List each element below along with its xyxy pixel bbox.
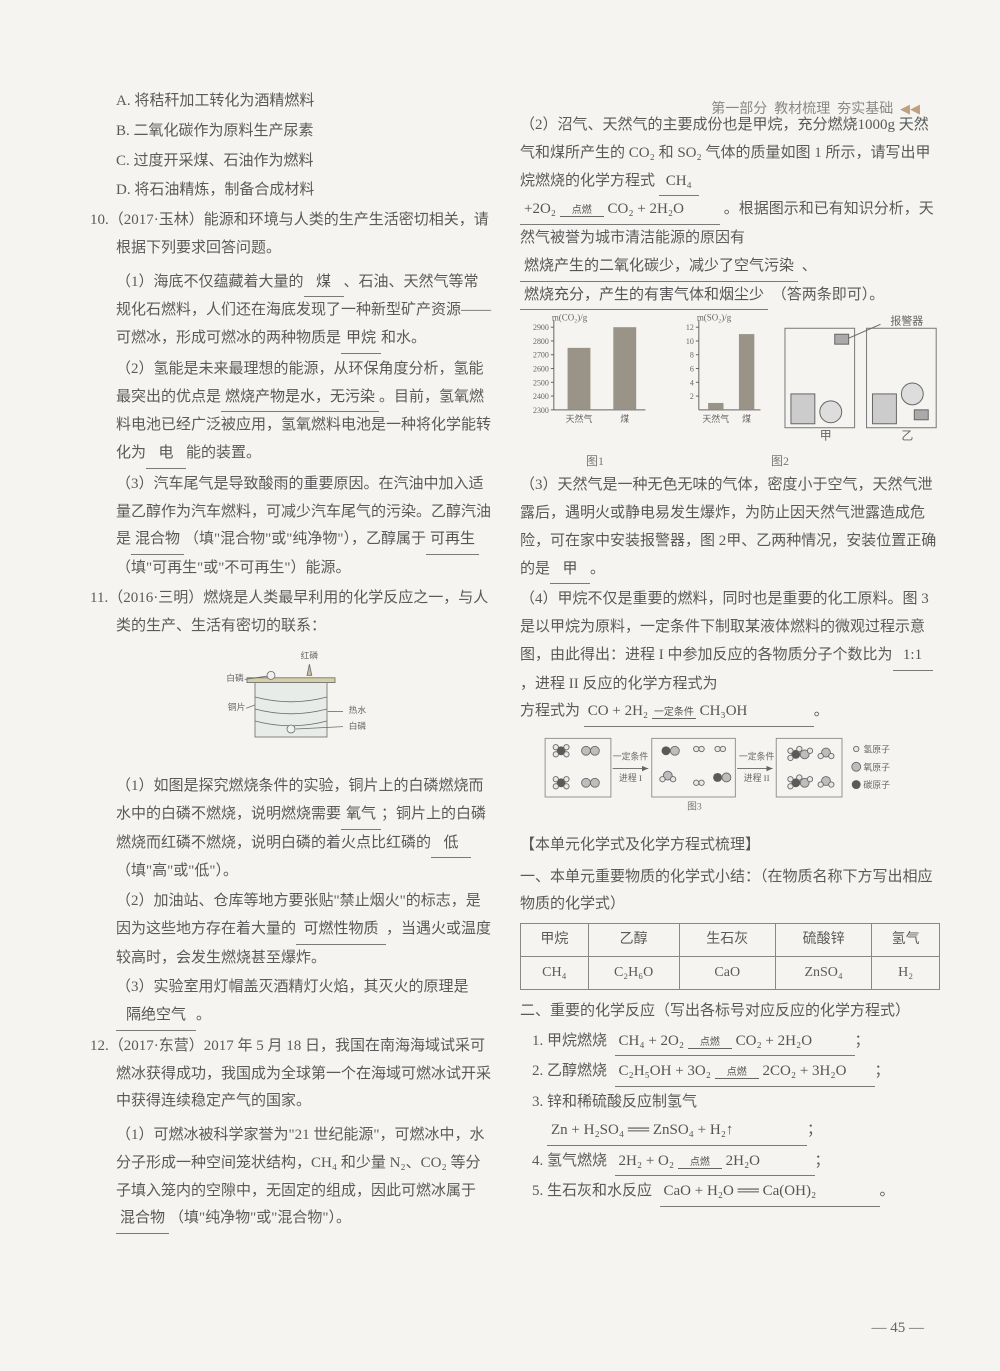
svg-text:2500: 2500	[533, 379, 549, 388]
blank: 混合物	[116, 1205, 169, 1234]
q11-1: （1）如图是探究燃烧条件的实验，铜片上的白磷燃烧而水中的白磷不燃烧，说明燃烧需要…	[90, 773, 492, 886]
chart-2: m(SO₂)/g 2 4 6 8 10 12 天然气 煤	[665, 314, 764, 444]
q12: 12.（2017·东营）2017 年 5 月 18 日，我国在南海海域试采可燃冰…	[90, 1033, 492, 1116]
arrow-icon: ◀◀	[897, 101, 920, 116]
q10-3: （3）汽车尾气是导致酸雨的重要原因。在汽油中加入适量乙醇作为汽车燃料，可减少汽车…	[90, 471, 492, 583]
svg-text:碳原子: 碳原子	[863, 779, 890, 790]
blank: 电	[146, 440, 186, 469]
blank: 燃烧产物是水，无污染	[221, 384, 379, 413]
q12-2: （2）沼气、天然气的主要成份也是甲烷，充分燃烧1000g 天然气和煤所产生的 C…	[520, 112, 940, 310]
q10: 10.（2017·玉林）能源和环境与人类的生产生活密切相关，请根据下列要求回答问…	[90, 207, 492, 263]
eq-1: 1. 甲烷燃烧 CH₄ + 2O₂ 点燃 CO₂ + 2H₂O ；	[520, 1028, 940, 1057]
svg-text:天然气: 天然气	[566, 413, 593, 424]
q12-1: （1）可燃冰被科学家誉为"21 世纪能源"，可燃冰中，水分子形成一种空间笼状结构…	[90, 1122, 492, 1234]
option-a: A. 将秸秆加工转化为酒精燃料	[90, 88, 492, 116]
option-d: D. 将石油精炼，制备合成材料	[90, 177, 492, 205]
blank: C₂H₅OH + 3O₂ 点燃 2CO₂ + 3H₂O	[615, 1058, 875, 1087]
svg-text:m(CO₂)/g: m(CO₂)/g	[552, 314, 588, 322]
svg-text:白磷: 白磷	[349, 720, 367, 731]
q10-2: （2）氢能是未来最理想的能源，从环保角度分析，氢能最突出的优点是燃烧产物是水，无…	[90, 356, 492, 469]
blank: CH₄	[659, 168, 699, 197]
svg-text:2700: 2700	[533, 351, 549, 360]
blank: CO + 2H₂ 一定条件 CH₃OH	[584, 698, 814, 727]
table-row: 甲烷乙醇生石灰硫酸锌氢气	[521, 924, 940, 957]
svg-text:甲: 甲	[820, 429, 832, 443]
eq-3: 3. 锌和稀硫酸反应制氢气 Zn + H₂SO₄ ══ ZnSO₄ + H₂↑；	[520, 1089, 940, 1146]
svg-text:一定条件: 一定条件	[613, 751, 649, 762]
q11-3: （3）实验室用灯帽盖灭酒精灯火焰，其灭火的原理是 隔绝空气。	[90, 974, 492, 1031]
page-number: — 45 —	[872, 1320, 925, 1337]
eq-4: 4. 氢气燃烧 2H₂ + O₂ 点燃 2H₂O ；	[520, 1148, 940, 1177]
svg-text:10: 10	[686, 337, 694, 346]
svg-text:进程 I: 进程 I	[619, 773, 642, 783]
svg-text:热水: 热水	[349, 704, 367, 715]
q11: 11.（2016·三明）燃烧是人类最早利用的化学反应之一，与人类的生产、生活有密…	[90, 585, 492, 641]
svg-text:2900: 2900	[533, 323, 549, 332]
charts-row: m(CO₂)/g 2300 2400 2500 2600 2700 2800 2900 天然气 煤…	[520, 314, 940, 444]
svg-text:12: 12	[686, 323, 694, 332]
eq-2: 2. 乙醇燃烧 C₂H₅OH + 3O₂ 点燃 2CO₂ + 3H₂O ；	[520, 1058, 940, 1087]
blank: 可再生	[426, 526, 479, 555]
review-2: 二、重要的化学反应（写出各标号对应反应的化学方程式）	[520, 998, 940, 1026]
eq-5: 5. 生石灰和水反应 CaO + H₂O ══ Ca(OH)₂。	[520, 1178, 940, 1207]
q10-1: （1）海底不仅蕴藏着大量的煤、石油、天然气等常规化石燃料，人们还在海底发现了一种…	[90, 269, 492, 354]
svg-text:氢原子: 氢原子	[863, 744, 890, 755]
q11-2: （2）加油站、仓库等地方要张贴"禁止烟火"的标志，是因为这些地方存在着大量的可燃…	[90, 888, 492, 972]
svg-text:m(SO₂)/g: m(SO₂)/g	[697, 314, 732, 322]
svg-text:乙: 乙	[901, 429, 913, 443]
right-column: （2）沼气、天然气的主要成份也是甲烷，充分燃烧1000g 天然气和煤所产生的 C…	[520, 88, 940, 1236]
svg-text:白磷: 白磷	[226, 672, 244, 683]
blank: 燃烧充分，产生的有害气体和烟尘少	[520, 282, 768, 311]
q12-4: （4）甲烷不仅是重要的燃料，同时也是重要的化工原料。图 3 是以甲烷为原料，一定…	[520, 586, 940, 727]
fig-captions: 图1 图2	[520, 450, 940, 472]
blank: 氧气	[341, 801, 381, 830]
q12-3: （3）天然气是一种无色无味的气体，密度小于空气，天然气泄露后，遇明火或静电易发生…	[520, 472, 940, 584]
chart-1: m(CO₂)/g 2300 2400 2500 2600 2700 2800 2900 天然气 煤	[520, 314, 649, 444]
svg-text:图3: 图3	[687, 801, 702, 813]
option-c: C. 过度开采煤、石油作为燃料	[90, 148, 492, 176]
svg-text:2300: 2300	[533, 406, 549, 415]
blank: 2H₂ + O₂ 点燃 2H₂O	[615, 1148, 815, 1177]
svg-text:煤: 煤	[620, 413, 629, 424]
blank: 甲	[550, 556, 590, 585]
svg-text:4: 4	[690, 379, 694, 388]
reaction-diagram: 一定条件 进程 I 一定条件 进程 II	[520, 733, 940, 824]
page-body: A. 将秸秆加工转化为酒精燃料 B. 二氧化碳作为原料生产尿素 C. 过度开采煤…	[0, 0, 1000, 1266]
blank: CaO + H₂O ══ Ca(OH)₂	[660, 1178, 880, 1207]
svg-text:进程 II: 进程 II	[744, 773, 770, 783]
beaker-diagram: 红磷 白磷 铜片 热水 白磷	[90, 646, 492, 767]
left-column: A. 将秸秆加工转化为酒精燃料 B. 二氧化碳作为原料生产尿素 C. 过度开采煤…	[90, 88, 492, 1236]
svg-text:红磷: 红磷	[301, 650, 319, 661]
option-b: B. 二氧化碳作为原料生产尿素	[90, 118, 492, 146]
blank: 甲烷	[341, 325, 381, 354]
svg-text:铜片: 铜片	[228, 701, 246, 712]
svg-text:2400: 2400	[533, 392, 549, 401]
blank: +2O₂ 点燃 CO₂ + 2H₂O	[520, 196, 720, 225]
svg-text:氧原子: 氧原子	[863, 762, 890, 773]
formula-table: 甲烷乙醇生石灰硫酸锌氢气 CH₄C₂H₆OCaOZnSO₄H₂	[520, 923, 940, 990]
svg-text:2: 2	[690, 392, 694, 401]
svg-text:8: 8	[690, 351, 694, 360]
blank: 煤	[304, 269, 344, 298]
blank: 可燃性物质	[296, 916, 386, 945]
blank: CH₄ + 2O₂ 点燃 CO₂ + 2H₂O	[615, 1028, 855, 1057]
blank: 燃烧产生的二氧化碳少，减少了空气污染	[520, 253, 798, 282]
blank: 1:1	[893, 642, 933, 671]
review-1: 一、本单元重要物质的化学式小结：（在物质名称下方写出相应物质的化学式）	[520, 864, 940, 920]
svg-text:2600: 2600	[533, 365, 549, 374]
blank: Zn + H₂SO₄ ══ ZnSO₄ + H₂↑	[547, 1117, 807, 1146]
svg-text:6: 6	[690, 365, 694, 374]
svg-text:天然气: 天然气	[703, 413, 730, 424]
alarm-diagram: 报警器 甲 乙	[781, 314, 940, 444]
review-head: 【本单元化学式及化学方程式梳理】	[520, 832, 940, 860]
page-header: 第一部分 教材梳理 夯实基础 ◀◀	[711, 98, 920, 118]
blank: 低	[431, 830, 471, 859]
svg-text:煤: 煤	[742, 413, 751, 424]
svg-text:报警器: 报警器	[890, 314, 923, 327]
svg-text:2800: 2800	[533, 337, 549, 346]
svg-text:一定条件: 一定条件	[739, 751, 775, 762]
blank: 混合物	[131, 526, 184, 555]
table-row: CH₄C₂H₆OCaOZnSO₄H₂	[521, 957, 940, 990]
blank: 隔绝空气	[116, 1002, 196, 1031]
